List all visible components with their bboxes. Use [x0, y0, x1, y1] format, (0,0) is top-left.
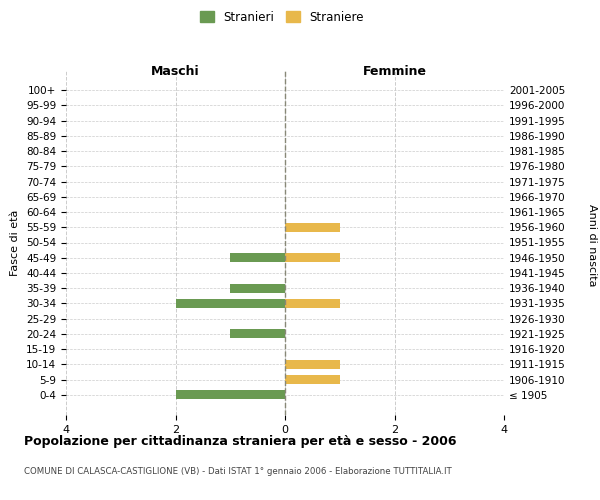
Bar [176, 299, 285, 308]
Bar [285, 253, 340, 262]
Text: Anni di nascita: Anni di nascita [587, 204, 597, 286]
Bar [285, 360, 340, 369]
Bar [230, 284, 285, 292]
Text: Popolazione per cittadinanza straniera per età e sesso - 2006: Popolazione per cittadinanza straniera p… [24, 435, 457, 448]
Legend: Stranieri, Straniere: Stranieri, Straniere [195, 6, 369, 28]
Bar [230, 330, 285, 338]
Text: Maschi: Maschi [151, 65, 200, 78]
Y-axis label: Fasce di età: Fasce di età [10, 210, 20, 276]
Bar [285, 222, 340, 232]
Text: COMUNE DI CALASCA-CASTIGLIONE (VB) - Dati ISTAT 1° gennaio 2006 - Elaborazione T: COMUNE DI CALASCA-CASTIGLIONE (VB) - Dat… [24, 468, 452, 476]
Bar [285, 375, 340, 384]
Bar [230, 253, 285, 262]
Text: Femmine: Femmine [362, 65, 427, 78]
Bar [176, 390, 285, 400]
Bar [285, 299, 340, 308]
